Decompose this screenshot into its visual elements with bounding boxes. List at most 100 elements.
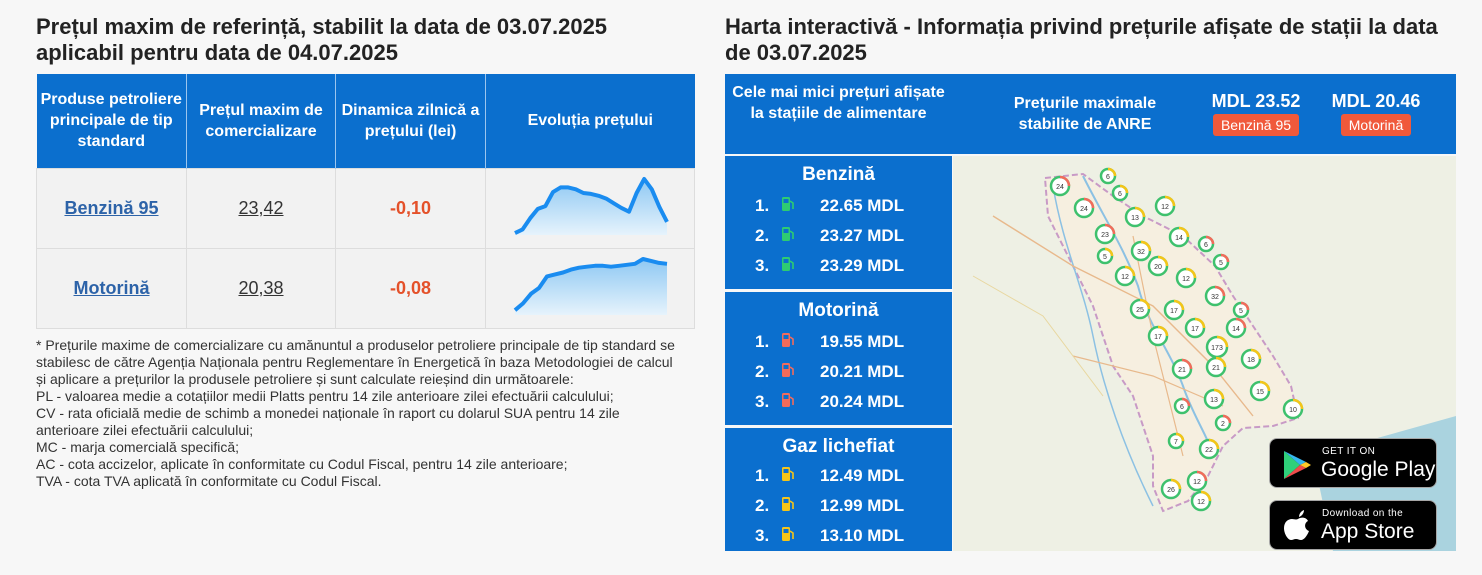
station-cluster-marker[interactable]: 12: [1154, 195, 1176, 217]
station-cluster-marker[interactable]: 10: [1282, 398, 1304, 420]
station-cluster-marker[interactable]: 12: [1175, 267, 1197, 289]
station-cluster-marker[interactable]: 7: [1167, 432, 1185, 450]
price: 12.49 MDL: [820, 466, 905, 485]
table-header-row: Produse petroliere principale de tip sta…: [36, 74, 695, 168]
sparkline-cell: [485, 167, 695, 249]
svg-text:12: 12: [1161, 204, 1169, 211]
sparkline-cell: [485, 247, 695, 329]
rank: 3.: [755, 392, 770, 411]
station-cluster-marker[interactable]: 17: [1163, 299, 1185, 321]
price: 20.24 MDL: [820, 392, 905, 411]
note-line: PL - valoarea medie a cotațiilor medii P…: [36, 387, 614, 404]
station-cluster-marker[interactable]: 24: [1073, 197, 1095, 219]
map-canvas[interactable]: 24 6 6 24 13 12 23 14 32 6 5 20 5 12 12 32 25 17 5 17 17 14 17…: [953, 156, 1456, 551]
svg-text:14: 14: [1175, 235, 1183, 242]
column-header-daily-change: Dinamica zilnică a prețului (lei): [335, 74, 486, 168]
station-cluster-marker[interactable]: 15: [1249, 380, 1271, 402]
station-cluster-marker[interactable]: 32: [1204, 285, 1226, 307]
station-cluster-marker[interactable]: 5: [1232, 301, 1250, 319]
station-cluster-marker[interactable]: 32: [1130, 240, 1152, 262]
price-value: 20,38: [186, 247, 336, 329]
list-item: 1. 12.49 MDL: [725, 462, 952, 488]
svg-text:20: 20: [1154, 264, 1162, 271]
station-cluster-marker[interactable]: 14: [1168, 226, 1190, 248]
svg-text:6: 6: [1118, 191, 1122, 198]
station-cluster-marker[interactable]: 12: [1190, 490, 1212, 512]
price: 12.99 MDL: [820, 496, 905, 515]
station-cluster-marker[interactable]: 5: [1212, 253, 1230, 271]
max-price-motorina: MDL 20.46 Motorină: [1326, 91, 1426, 136]
station-cluster-marker[interactable]: 12: [1186, 470, 1208, 492]
fuel-pump-icon: [782, 393, 794, 407]
table-row: Benzină 95 23,42 -0,10: [36, 167, 695, 249]
list-item: 2. 20.21 MDL: [725, 358, 952, 384]
google-play-button[interactable]: GET IT ON Google Play: [1269, 438, 1437, 488]
column-header-price-evolution: Evoluția prețului: [485, 74, 695, 168]
fuel-pump-icon: [782, 527, 794, 541]
svg-text:12: 12: [1121, 274, 1129, 281]
store-small-label: GET IT ON: [1322, 446, 1376, 457]
sparkline-line: [513, 256, 667, 312]
svg-text:12: 12: [1182, 276, 1190, 283]
list-item: 1. 22.65 MDL: [725, 192, 952, 218]
station-cluster-marker[interactable]: 173: [1205, 335, 1229, 359]
station-cluster-marker[interactable]: 21: [1171, 358, 1193, 380]
station-cluster-marker[interactable]: 22: [1198, 438, 1220, 460]
station-cluster-marker[interactable]: 24: [1049, 175, 1071, 197]
rank: 1.: [755, 466, 770, 485]
station-cluster-marker[interactable]: 2: [1214, 414, 1232, 432]
section-gaz-lichefiat: Gaz lichefiat 1. 12.49 MDL 2. 12.99 MDL …: [725, 428, 952, 551]
svg-text:17: 17: [1170, 308, 1178, 315]
station-cluster-marker[interactable]: 13: [1203, 388, 1225, 410]
sparkline-motorina: [513, 256, 667, 315]
svg-text:15: 15: [1256, 389, 1264, 396]
station-cluster-marker[interactable]: 5: [1096, 247, 1114, 265]
sparkline-area: [514, 258, 667, 315]
station-cluster-marker[interactable]: 6: [1099, 167, 1117, 185]
station-cluster-marker[interactable]: 17: [1147, 325, 1169, 347]
svg-text:6: 6: [1204, 242, 1208, 249]
stations-map[interactable]: 24 6 6 24 13 12 23 14 32 6 5 20 5 12 12 32 25 17 5 17 17 14 17…: [953, 156, 1456, 551]
list-item: 2. 23.27 MDL: [725, 222, 952, 248]
station-cluster-marker[interactable]: 26: [1160, 478, 1182, 500]
store-label: Google Play: [1321, 458, 1436, 481]
note-line: MC - marja comercială specifică;: [36, 438, 240, 455]
station-cluster-marker[interactable]: 12: [1114, 265, 1136, 287]
station-cluster-marker[interactable]: 6: [1173, 397, 1191, 415]
list-item: 3. 13.10 MDL: [725, 522, 952, 548]
svg-text:5: 5: [1239, 308, 1243, 315]
sparkline-benzina: [513, 176, 669, 235]
rank: 3.: [755, 526, 770, 545]
price: 13.10 MDL: [820, 526, 905, 545]
svg-text:6: 6: [1106, 174, 1110, 181]
station-cluster-marker[interactable]: 18: [1240, 348, 1262, 370]
svg-text:12: 12: [1197, 499, 1205, 506]
sparkline-line: [513, 176, 669, 235]
lowest-prices-heading: Cele mai mici prețuri afișate la stațiil…: [732, 84, 945, 122]
product-cell: Motorină: [36, 247, 187, 329]
station-cluster-marker[interactable]: 6: [1111, 184, 1129, 202]
station-cluster-marker[interactable]: 17: [1184, 317, 1206, 339]
rank: 2.: [755, 226, 770, 245]
product-link-benzina[interactable]: Benzină 95: [64, 197, 159, 218]
fuel-tag: Benzină 95: [1212, 114, 1300, 136]
station-cluster-marker[interactable]: 25: [1129, 298, 1151, 320]
section-title: Gaz lichefiat: [782, 436, 895, 457]
note-line: AC - cota accizelor, aplicate în conform…: [36, 455, 568, 472]
station-cluster-marker[interactable]: 6: [1197, 235, 1215, 253]
station-cluster-marker[interactable]: 13: [1124, 206, 1146, 228]
fuel-pump-icon: [782, 333, 794, 347]
station-cluster-marker[interactable]: 20: [1147, 255, 1169, 277]
station-cluster-marker[interactable]: 23: [1094, 223, 1116, 245]
svg-text:32: 32: [1211, 294, 1219, 301]
table-row: Motorină 20,38 -0,08: [36, 247, 695, 329]
max-price-value: MDL 20.46: [1331, 91, 1421, 111]
list-item: 3. 23.29 MDL: [725, 252, 952, 278]
station-cluster-marker[interactable]: 14: [1225, 317, 1247, 339]
product-link-motorina[interactable]: Motorină: [73, 277, 150, 298]
price-change: -0,10: [335, 167, 486, 249]
station-cluster-marker[interactable]: 21: [1205, 356, 1227, 378]
fuel-pump-icon: [782, 497, 794, 511]
app-store-button[interactable]: Download on the App Store: [1269, 500, 1437, 550]
price: 23.29 MDL: [820, 256, 905, 275]
